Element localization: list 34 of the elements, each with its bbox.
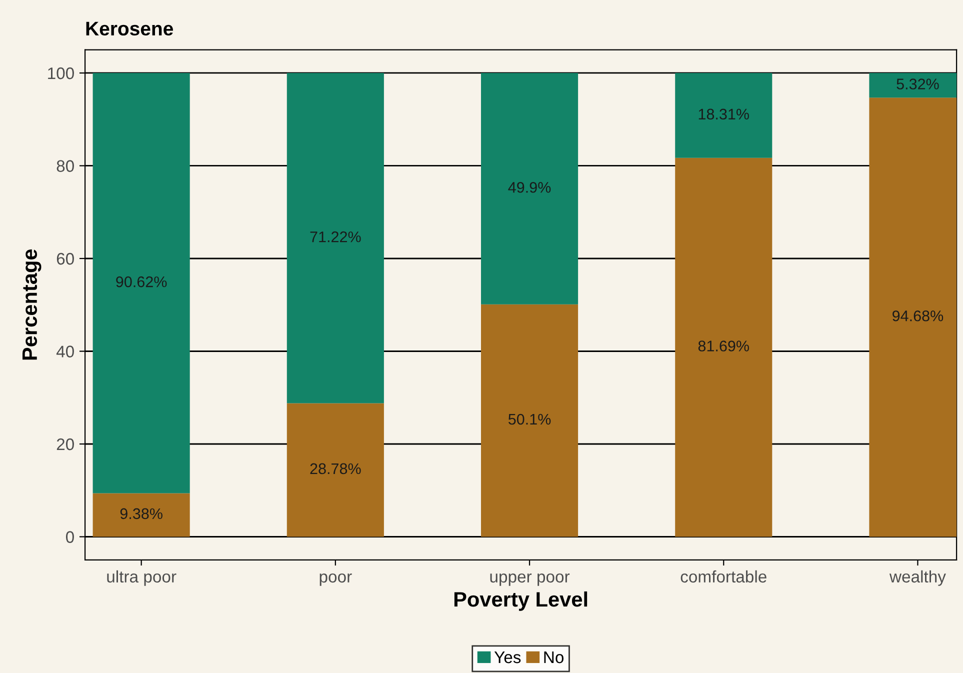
x-tick-label: poor bbox=[320, 573, 352, 586]
legend-label: No bbox=[544, 652, 564, 664]
bar bbox=[675, 72, 772, 158]
y-tick-label: 0 bbox=[66, 531, 74, 543]
bar bbox=[675, 158, 772, 537]
x-tick-label: wealthy bbox=[889, 570, 946, 586]
bar bbox=[286, 403, 384, 537]
data-label: 94.68% bbox=[892, 310, 944, 322]
data-label: 81.69% bbox=[698, 340, 749, 352]
bar bbox=[92, 72, 190, 494]
legend-label: Yes bbox=[494, 652, 521, 664]
data-label: 5.32% bbox=[896, 78, 939, 90]
y-tick-label: 60 bbox=[56, 252, 74, 265]
data-label: 90.62% bbox=[116, 276, 167, 288]
y-tick-label: 40 bbox=[56, 346, 74, 358]
data-label: 28.78% bbox=[310, 463, 361, 474]
data-label: 71.22% bbox=[310, 231, 361, 242]
y-axis-title: Percentage bbox=[22, 249, 42, 360]
bar bbox=[481, 304, 578, 537]
y-tick-label: 80 bbox=[56, 160, 74, 172]
data-label: 9.38% bbox=[120, 508, 162, 520]
x-tick-label: ultra poor bbox=[107, 570, 176, 586]
data-label: 49.9% bbox=[508, 182, 551, 193]
y-tick-label: 20 bbox=[56, 438, 74, 450]
x-axis-title: Poverty Level bbox=[454, 591, 588, 611]
y-tick-label: 100 bbox=[48, 67, 74, 80]
data-label: 18.31% bbox=[698, 108, 749, 120]
x-tick-label: upper poor bbox=[490, 573, 570, 586]
chart-title: Kerosene bbox=[86, 22, 173, 36]
bar bbox=[92, 493, 190, 537]
bar bbox=[286, 72, 384, 404]
data-label: 50.1% bbox=[508, 414, 551, 425]
x-tick-label: comfortable bbox=[680, 570, 766, 583]
bar bbox=[481, 72, 578, 304]
